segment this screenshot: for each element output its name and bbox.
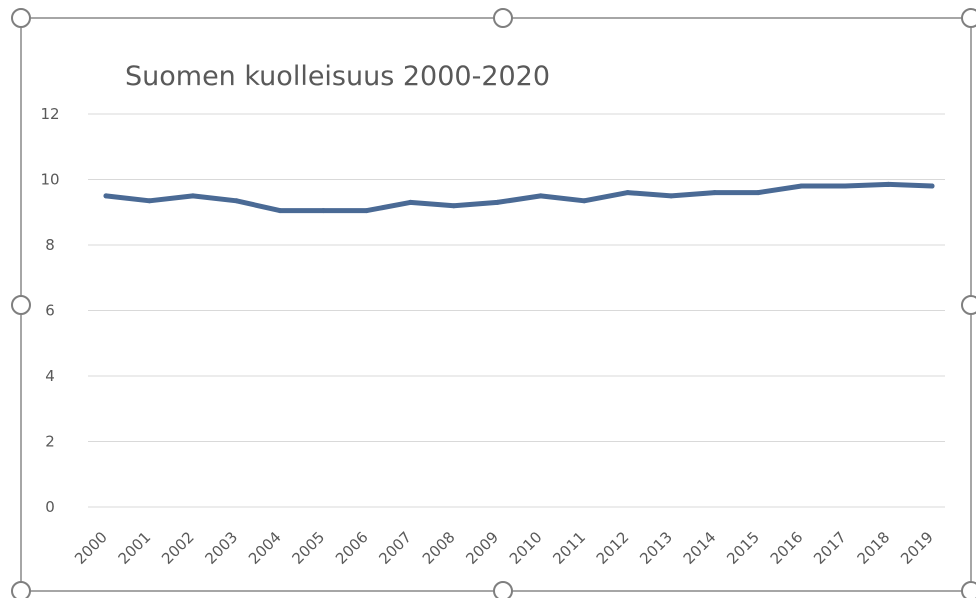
x-tick-label: 2017 — [810, 528, 850, 568]
data-point — [799, 183, 805, 189]
y-tick-label: 2 — [45, 433, 55, 451]
data-point — [886, 181, 892, 187]
x-tick-label: 2005 — [288, 528, 328, 568]
data-point — [190, 193, 196, 199]
data-point — [625, 190, 631, 196]
data-point — [451, 203, 457, 209]
gridlines — [88, 113, 945, 508]
resize-handle[interactable] — [961, 8, 976, 28]
data-point — [407, 199, 413, 205]
chart-border — [20, 17, 972, 592]
data-point — [146, 198, 152, 204]
data-point — [103, 193, 109, 199]
x-tick-label: 2010 — [506, 528, 546, 568]
y-axis: 0 2 4 6 8 10 12 — [40, 105, 59, 516]
data-point — [712, 190, 718, 196]
chart-title: Suomen kuolleisuus 2000-2020 — [125, 61, 550, 92]
data-point — [320, 208, 326, 214]
data-point — [755, 190, 761, 196]
data-point — [581, 198, 587, 204]
y-tick-label: 0 — [45, 498, 55, 516]
x-axis: 2000 2001 2002 2003 2004 2005 2006 2007 2008 2009… — [71, 528, 937, 568]
data-point — [668, 193, 674, 199]
data-point — [277, 208, 283, 214]
x-tick-label: 2003 — [202, 528, 242, 568]
resize-handles[interactable] — [11, 8, 976, 598]
y-tick-label: 4 — [45, 367, 55, 385]
x-tick-label: 2004 — [245, 528, 285, 568]
data-point — [233, 198, 239, 204]
x-tick-label: 2009 — [462, 528, 502, 568]
x-tick-label: 2008 — [419, 528, 459, 568]
y-tick-label: 6 — [45, 302, 55, 320]
x-tick-label: 2013 — [636, 528, 676, 568]
data-point — [494, 199, 500, 205]
data-point — [929, 183, 935, 189]
data-point — [842, 183, 848, 189]
x-tick-label: 2001 — [115, 528, 155, 568]
x-tick-label: 2014 — [680, 528, 720, 568]
y-tick-label: 10 — [40, 171, 59, 189]
x-tick-label: 2002 — [158, 528, 198, 568]
resize-handle[interactable] — [493, 8, 513, 28]
resize-handle[interactable] — [961, 295, 976, 315]
series-layer — [103, 181, 935, 214]
resize-handle[interactable] — [11, 8, 31, 28]
resize-handle[interactable] — [493, 581, 513, 598]
x-tick-label: 2011 — [549, 528, 589, 568]
y-tick-label: 8 — [45, 236, 55, 254]
resize-handle[interactable] — [11, 295, 31, 315]
resize-handle[interactable] — [961, 581, 976, 598]
x-tick-label: 2019 — [897, 528, 937, 568]
x-tick-label: 2007 — [375, 528, 415, 568]
x-tick-label: 2015 — [723, 528, 763, 568]
resize-handle[interactable] — [11, 581, 31, 598]
selection-frame — [20, 17, 972, 592]
x-tick-label: 2012 — [593, 528, 633, 568]
series-line — [103, 181, 935, 214]
y-tick-label: 12 — [40, 105, 59, 123]
x-tick-label: 2018 — [854, 528, 894, 568]
x-tick-label: 2000 — [71, 528, 111, 568]
data-point — [364, 208, 370, 214]
x-tick-label: 2006 — [332, 528, 372, 568]
x-tick-label: 2016 — [767, 528, 807, 568]
data-point — [538, 193, 544, 199]
